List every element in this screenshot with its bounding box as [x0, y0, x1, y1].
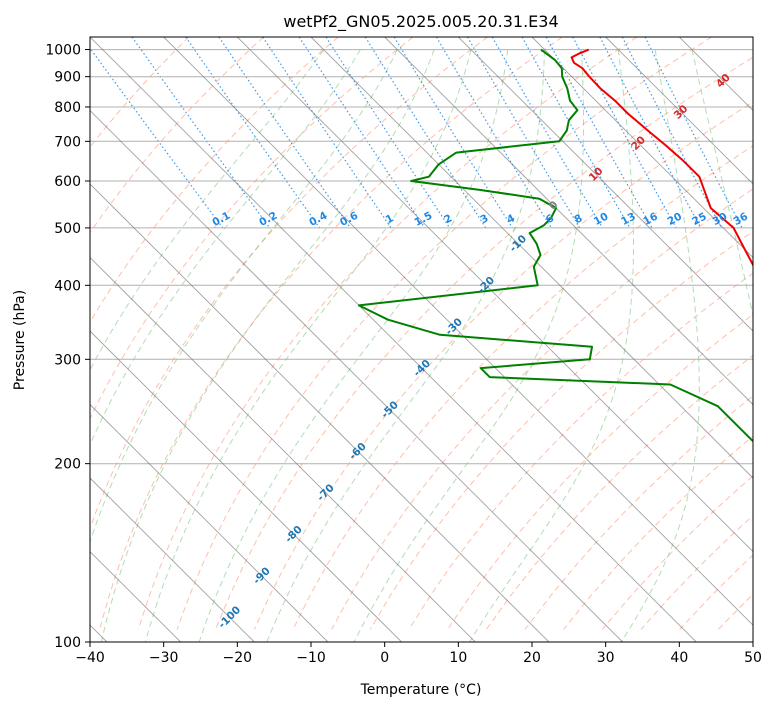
isotherm-line: [531, 37, 753, 259]
dewpoint-profile: [357, 48, 753, 443]
x-tick-label: 40: [670, 650, 688, 666]
mixing-ratio-line: [262, 37, 392, 229]
moist-adiabat: [691, 49, 753, 318]
mixing-ratio-line: [185, 37, 321, 229]
moist-adiabat: [100, 49, 435, 642]
y-tick-label: 300: [54, 352, 81, 368]
x-tick-label: −10: [296, 650, 326, 666]
moist-adiabat: [144, 49, 472, 642]
y-tick-label: 900: [54, 70, 81, 86]
dry-adiabat: [331, 188, 753, 630]
moist-adiabat: [353, 49, 584, 642]
dry-adiabat: [408, 272, 753, 630]
isotherm-line: [310, 37, 753, 479]
dry-adiabat: [90, 37, 414, 420]
y-tick-label: 500: [54, 221, 81, 237]
isotherm-line: [90, 256, 476, 642]
temperature-profile: [570, 48, 753, 268]
mixing-ratio-line: [644, 37, 743, 229]
y-tick-label: 200: [54, 457, 81, 473]
x-tick-label: −20: [223, 650, 253, 666]
moist-adiabat: [620, 49, 700, 642]
dry-adiabat: [215, 56, 753, 630]
dry-adiabat: [99, 37, 563, 630]
dry-adiabat: [90, 37, 339, 324]
mixing-ratio-line: [521, 37, 631, 229]
y-tick-label: 100: [54, 635, 81, 651]
isotherm-line: [457, 37, 753, 332]
x-tick-label: 0: [380, 650, 389, 666]
x-tick-label: 20: [523, 650, 541, 666]
dry-adiabat: [90, 37, 264, 234]
dry-adiabat: [137, 37, 638, 630]
mixing-ratio-line: [572, 37, 677, 229]
x-tick-label: 50: [744, 650, 762, 666]
isotherm-line: [90, 330, 402, 642]
mixing-ratio-line: [218, 37, 351, 229]
moist-adiabat: [90, 49, 361, 447]
y-tick-label: 600: [54, 174, 81, 190]
isotherm-line: [90, 37, 697, 642]
x-tick-label: −30: [149, 650, 179, 666]
chart-title: wetPf2_GN05.2025.005.20.31.E34: [283, 12, 558, 32]
moist-adiabat: [90, 49, 398, 544]
mixing-ratio-line: [364, 37, 487, 229]
background-grid: [90, 37, 753, 642]
mixing-ratio-line: [131, 37, 271, 229]
dry-adiabat: [485, 354, 753, 630]
x-tick-label: 30: [597, 650, 615, 666]
isotherm-line: [384, 37, 753, 406]
dry-adiabat: [253, 101, 753, 630]
dry-adiabat: [176, 37, 712, 630]
mixing-ratio-line: [325, 37, 451, 229]
x-tick-label: 10: [449, 650, 467, 666]
isotherm-line: [90, 477, 255, 642]
isotherm-line: [90, 403, 329, 642]
y-tick-label: 700: [54, 134, 81, 150]
y-tick-label: 400: [54, 278, 81, 294]
mixing-ratio-line: [90, 47, 224, 229]
y-tick-label: 1000: [45, 43, 81, 59]
isotherm-line: [90, 183, 550, 642]
dry-adiabat: [369, 230, 753, 630]
isotherm-line: [605, 37, 753, 185]
isotherm-line: [90, 109, 623, 642]
moist-adiabat: [469, 49, 634, 642]
moist-adiabat: [90, 49, 324, 371]
x-tick-label: −40: [75, 650, 105, 666]
y-tick-label: 800: [54, 100, 81, 116]
moist-adiabat: [198, 49, 509, 642]
plot-frame: [89, 36, 754, 643]
dry-adiabat: [292, 145, 753, 630]
isotherm-line: [236, 37, 753, 553]
x-axis-label: Temperature (°C): [360, 682, 482, 698]
y-axis-label: Pressure (hPa): [12, 290, 28, 390]
dry-adiabat: [447, 313, 753, 630]
isotherm-line: [163, 37, 753, 626]
moist-adiabat: [266, 49, 546, 642]
axes: −40 −30 −20 −10 0 10 20 30 40 50 100 200 300 400 500 60…: [45, 43, 762, 666]
sounding-lines: [357, 48, 753, 443]
mixing-ratio-line: [545, 37, 653, 229]
mixing-ratio-line: [298, 37, 426, 229]
mixing-ratio-line: [393, 37, 513, 229]
